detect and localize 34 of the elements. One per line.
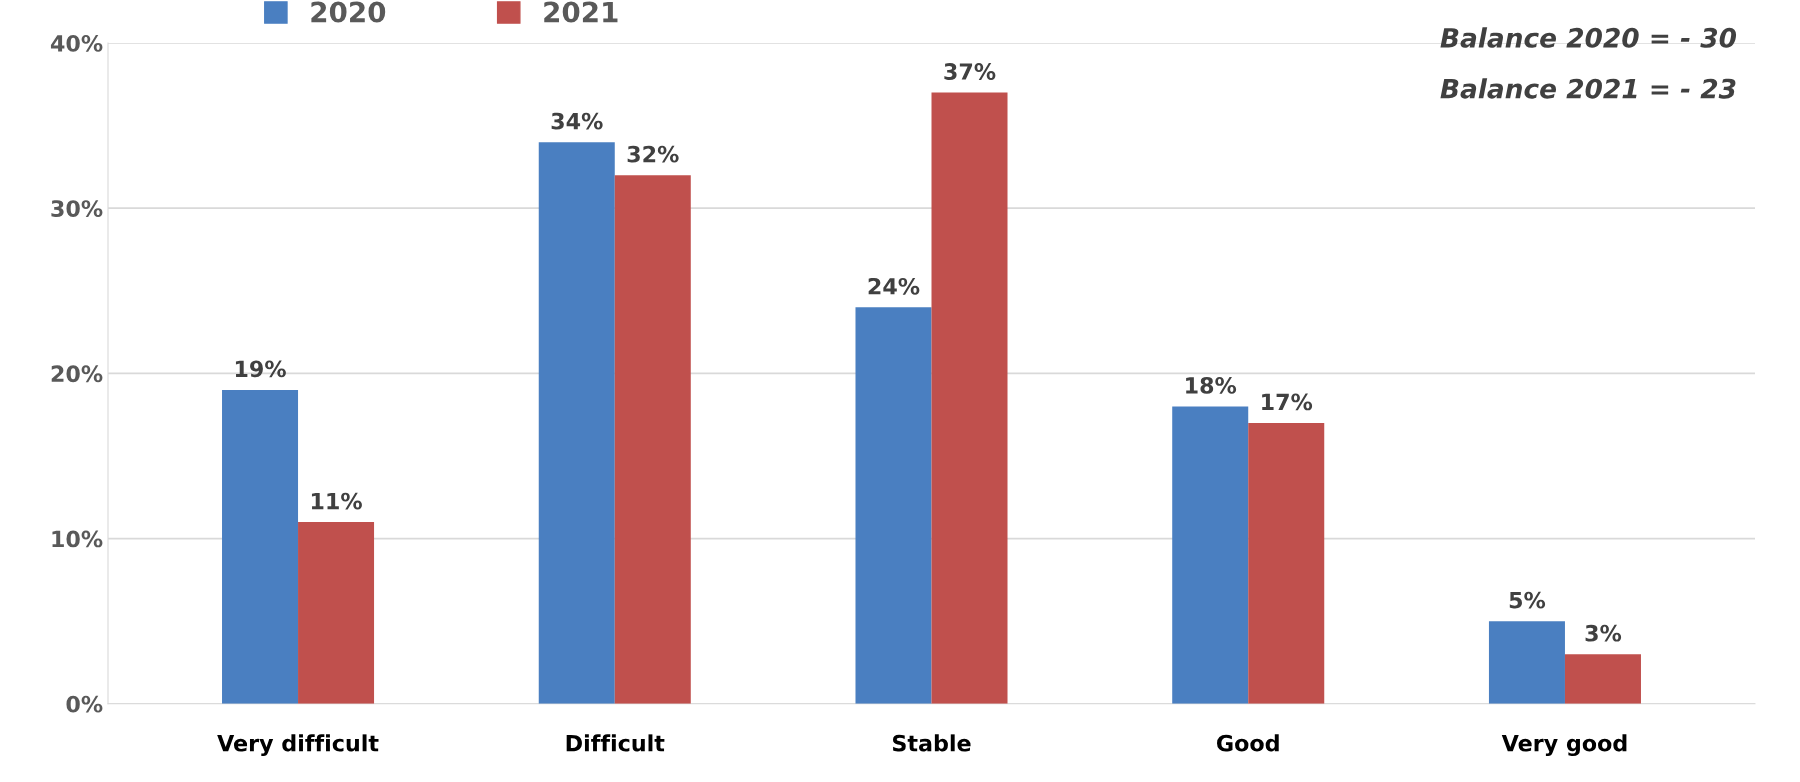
bar [1248, 422, 1325, 704]
data-label: 5% [1509, 591, 1546, 609]
data-label: 3% [1585, 624, 1622, 642]
y-tick-label: 30% [51, 200, 103, 217]
bar [1488, 621, 1565, 704]
x-tick-label: Good [1217, 734, 1279, 752]
legend-label: 2020 [311, 1, 386, 23]
data-label: 24% [868, 277, 920, 295]
data-label: 18% [1186, 377, 1237, 394]
x-tick-label: Stable [892, 734, 971, 752]
data-label: 37% [944, 63, 996, 80]
bar [855, 307, 932, 704]
bar [931, 92, 1008, 704]
data-label: 17% [1262, 393, 1313, 411]
bar [222, 389, 299, 704]
data-label: 32% [627, 145, 679, 163]
x-tick-label: Very good [1501, 734, 1627, 757]
y-tick-label: 40% [50, 34, 103, 52]
data-label: 11% [311, 492, 362, 510]
data-label: 34% [551, 112, 603, 130]
legend-label: 2021 [544, 1, 618, 23]
y-tick-label: 10% [52, 530, 103, 548]
annotation: Balance 2020 = - 30 [1440, 27, 1737, 48]
annotation: Balance 2021 = - 23 [1440, 78, 1736, 99]
bar [614, 175, 691, 704]
x-tick-label: Very difficult [217, 734, 379, 757]
bar [538, 142, 615, 704]
bar [1564, 654, 1641, 704]
data-label: 19% [235, 360, 286, 378]
y-tick-label: 20% [51, 365, 103, 383]
bar [298, 522, 375, 704]
y-tick-label: 0% [66, 695, 103, 713]
bar [1172, 406, 1249, 704]
x-tick-label: Difficult [566, 734, 665, 752]
